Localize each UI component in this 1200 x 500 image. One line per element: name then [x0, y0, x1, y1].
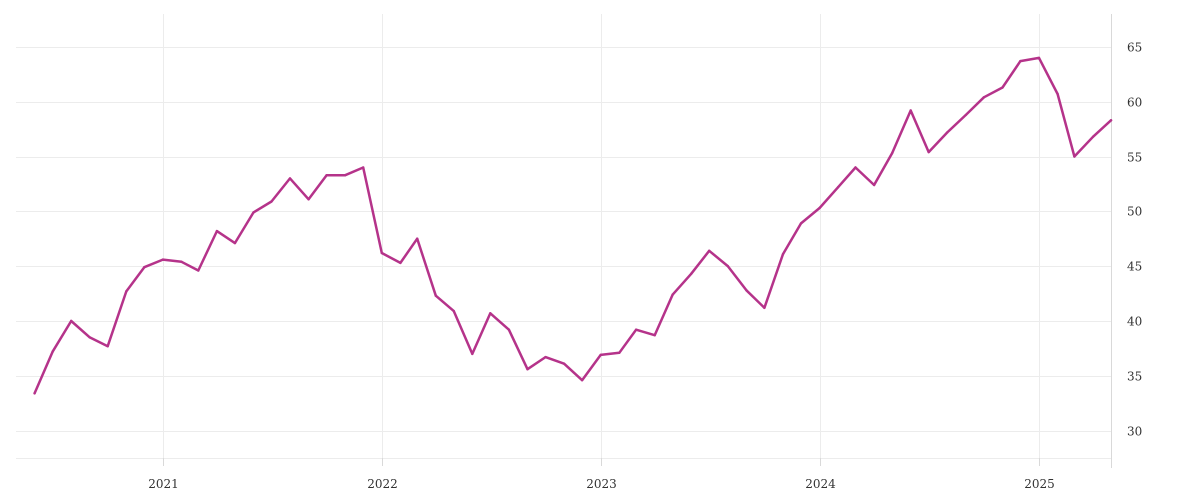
data-point [544, 355, 547, 359]
y-tick-label: 35 [1127, 370, 1142, 384]
x-tick-label: 2021 [148, 477, 179, 491]
data-point [799, 222, 803, 225]
y-tick-label: 60 [1127, 96, 1142, 110]
data-point [1001, 86, 1004, 89]
data-point [982, 96, 986, 99]
data-point [726, 264, 729, 268]
data-point [399, 261, 402, 265]
data-point [854, 166, 857, 169]
data-point [1109, 119, 1113, 122]
data-point [416, 237, 419, 240]
data-point [526, 368, 529, 371]
data-point [836, 186, 840, 189]
series-line [33, 56, 1113, 395]
data-point [51, 350, 54, 353]
data-point [1073, 155, 1076, 158]
data-point [452, 309, 455, 313]
data-point [634, 328, 638, 331]
x-tick-label: 2025 [1024, 477, 1055, 491]
data-point [781, 252, 785, 256]
data-point [307, 198, 310, 201]
data-point [88, 336, 92, 339]
data-point [489, 312, 492, 315]
data-point [507, 328, 511, 331]
data-point [143, 266, 146, 269]
y-tick-label: 50 [1127, 205, 1142, 219]
data-point [690, 272, 693, 275]
data-point [708, 249, 711, 252]
data-point [180, 260, 183, 263]
data-point [33, 392, 36, 395]
data-point [580, 379, 584, 382]
data-point [70, 319, 73, 323]
series-layer [33, 56, 1113, 395]
data-point [1091, 135, 1095, 138]
x-tick-label: 2022 [367, 477, 398, 491]
data-point [618, 351, 621, 354]
data-point [964, 113, 968, 117]
data-point [288, 177, 292, 180]
data-point [890, 152, 894, 155]
data-point [872, 183, 876, 187]
data-point [1056, 92, 1059, 96]
data-point [946, 131, 949, 134]
data-point [197, 269, 200, 272]
y-tick-label: 65 [1127, 41, 1142, 55]
x-tick-label: 2024 [805, 477, 836, 491]
axis-layer [163, 14, 1112, 468]
data-point [745, 289, 748, 292]
data-point [380, 251, 383, 255]
y-tick-label: 30 [1127, 425, 1142, 439]
data-point [362, 166, 365, 169]
data-point [927, 150, 930, 154]
data-point [471, 352, 474, 356]
data-point [818, 206, 821, 210]
data-point [233, 241, 237, 245]
data-point [1037, 56, 1041, 60]
data-point [1019, 59, 1022, 63]
data-point [671, 293, 674, 296]
data-point [106, 345, 109, 348]
data-point [344, 174, 347, 177]
data-point [325, 174, 328, 177]
grid-layer [16, 14, 1111, 459]
data-point [215, 229, 219, 233]
label-layer: 30 35 40 45 50 55 60 65 2021 2022 2023 2024 2025 [148, 41, 1142, 492]
data-point [653, 334, 656, 337]
data-point [599, 353, 602, 357]
data-point [434, 294, 437, 297]
data-point [562, 362, 566, 365]
y-tick-label: 55 [1127, 151, 1142, 165]
data-point [252, 211, 255, 214]
x-tick-label: 2023 [586, 477, 617, 491]
data-point [270, 200, 273, 203]
data-point [161, 258, 165, 261]
data-point [763, 306, 766, 309]
y-tick-label: 45 [1127, 260, 1142, 274]
y-tick-label: 40 [1127, 315, 1142, 329]
data-point [125, 290, 128, 293]
data-point [909, 109, 912, 112]
